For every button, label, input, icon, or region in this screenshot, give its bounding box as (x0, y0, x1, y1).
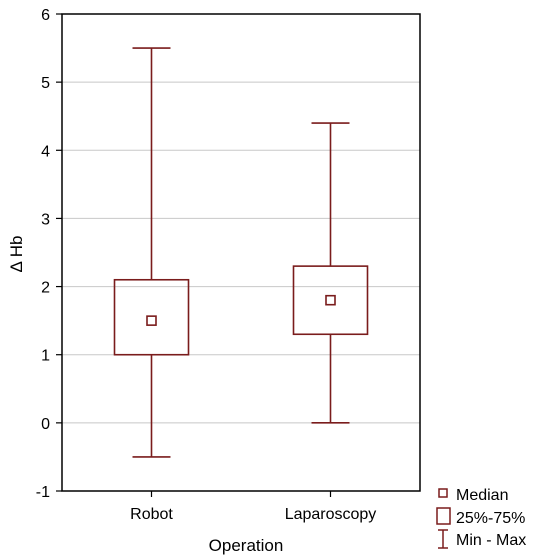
y-tick-label: 6 (41, 7, 50, 24)
legend-box-marker (436, 507, 451, 525)
median-marker (325, 294, 336, 306)
x-axis-ticks: Robot Laparoscopy (130, 491, 376, 523)
y-tick-label: 1 (41, 348, 50, 365)
iqr-box (292, 265, 369, 336)
legend-median-label: Median (456, 487, 508, 504)
gridlines (62, 81, 420, 424)
box-group (292, 122, 369, 424)
box-series (113, 47, 369, 458)
legend-whisker-marker (438, 529, 448, 549)
iqr-box (113, 278, 190, 356)
legend: Median 25%-75% Min - Max (436, 487, 526, 549)
x-axis-title: Operation (209, 536, 284, 555)
y-axis-ticks: -1 0 1 2 3 4 5 6 (36, 7, 62, 501)
y-tick-label: 3 (41, 211, 50, 228)
y-tick-label: -1 (36, 484, 50, 501)
legend-median-marker (438, 488, 448, 498)
y-tick-label: 0 (41, 416, 50, 433)
plot-frame (61, 13, 421, 492)
y-tick-label: 2 (41, 280, 50, 297)
y-tick-label: 4 (41, 143, 50, 160)
legend-whisker-label: Min - Max (456, 532, 526, 549)
y-axis-title: Δ Hb (7, 236, 26, 273)
legend-box-label: 25%-75% (456, 510, 525, 527)
box-group (113, 47, 190, 458)
x-tick-label: Laparoscopy (285, 506, 377, 523)
x-tick-label: Robot (130, 506, 173, 523)
median-marker (146, 315, 157, 326)
y-tick-label: 5 (41, 75, 50, 92)
